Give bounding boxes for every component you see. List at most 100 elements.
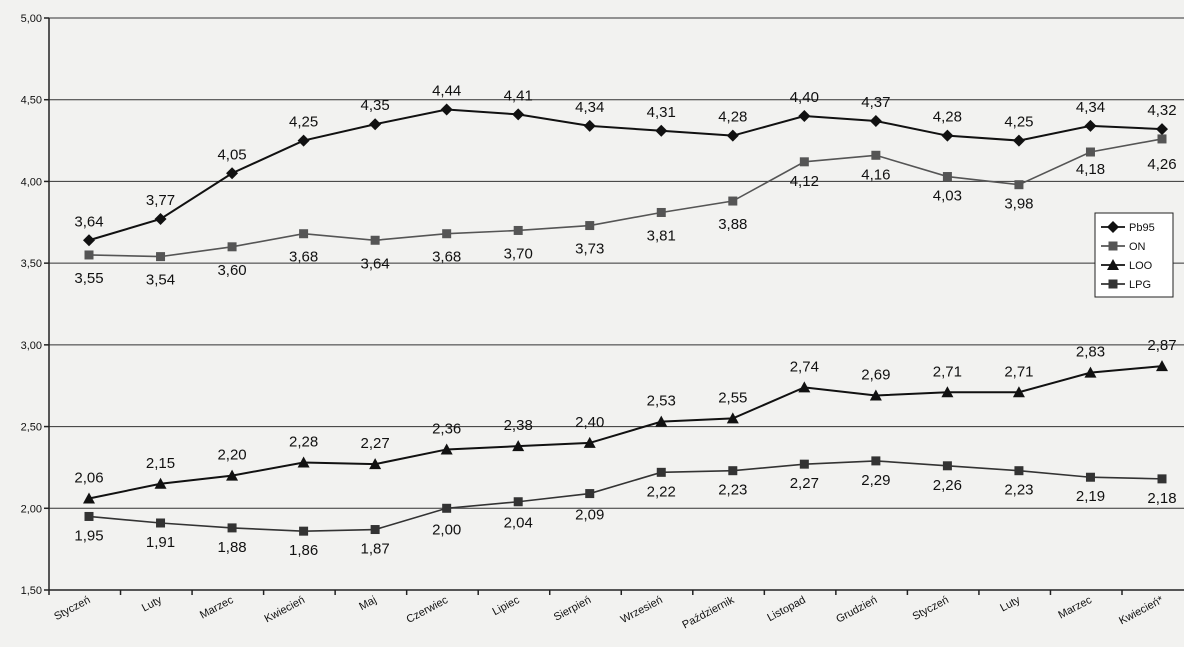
x-tick-label: Październik xyxy=(680,594,736,632)
legend: Pb95 ON LOO LPG xyxy=(1094,212,1174,298)
data-label: 2,23 xyxy=(1004,482,1033,499)
data-label: 2,26 xyxy=(933,477,962,494)
x-tick-label: Luty xyxy=(998,594,1022,615)
data-point xyxy=(227,242,237,252)
data-point xyxy=(583,436,596,448)
data-label: 4,03 xyxy=(933,188,962,205)
data-label: 3,68 xyxy=(432,249,461,266)
data-label: 2,71 xyxy=(933,363,962,380)
data-point xyxy=(941,129,954,142)
x-tick-label: Styczeń xyxy=(911,594,951,623)
data-point xyxy=(1085,472,1095,482)
x-tick-label: Kwiecień xyxy=(262,594,307,625)
data-point xyxy=(440,443,453,455)
data-point xyxy=(1085,147,1095,157)
grid-lines xyxy=(49,17,1184,591)
data-label: 3,77 xyxy=(146,192,175,209)
data-label: 4,28 xyxy=(933,109,962,126)
data-label: 4,05 xyxy=(217,146,246,163)
data-label: 3,68 xyxy=(289,249,318,266)
x-tick-labels: Styczeń Luty Marzec Kwiecień Maj Czerwiec Lipi… xyxy=(52,594,1166,632)
data-label: 4,34 xyxy=(1076,99,1105,116)
legend-marker xyxy=(1108,241,1118,251)
data-point xyxy=(1084,119,1097,132)
data-label: 4,31 xyxy=(647,104,676,121)
legend-marker xyxy=(1107,259,1119,270)
data-point xyxy=(1157,474,1167,484)
data-point xyxy=(83,234,95,247)
data-point xyxy=(1157,134,1167,144)
x-tick-label: Wrzesień xyxy=(619,594,665,626)
data-label: 3,64 xyxy=(361,255,390,272)
data-label: 3,81 xyxy=(647,227,676,244)
data-label: 3,98 xyxy=(1004,196,1033,213)
x-tick-label: Kwiecień* xyxy=(1117,594,1166,628)
data-point xyxy=(154,477,167,489)
data-point xyxy=(656,207,666,217)
data-point xyxy=(728,196,738,206)
data-point xyxy=(84,250,94,260)
data-label: 3,60 xyxy=(217,262,246,279)
data-label: 3,88 xyxy=(718,216,747,233)
data-point xyxy=(297,134,310,147)
data-point xyxy=(585,221,595,231)
data-label: 4,40 xyxy=(790,89,819,106)
data-label: 2,55 xyxy=(718,389,747,406)
data-label: 2,71 xyxy=(1004,363,1033,380)
data-point xyxy=(370,235,380,245)
data-label: 4,41 xyxy=(504,87,533,104)
data-point xyxy=(726,412,739,424)
legend-label-loo: LOO xyxy=(1129,260,1153,272)
data-label: 4,32 xyxy=(1147,102,1176,119)
data-labels: 3,64 3,77 4,05 4,25 4,35 4,44 4,41 4,34 4,31 4,28… xyxy=(74,83,1176,560)
data-point xyxy=(655,415,668,427)
series-lines xyxy=(83,103,1168,536)
data-point xyxy=(226,469,239,481)
data-label: 4,37 xyxy=(861,94,890,111)
data-label: 2,74 xyxy=(790,358,819,375)
x-tick-label: Grudzień xyxy=(834,594,879,626)
data-label: 2,27 xyxy=(790,475,819,492)
data-label: 2,53 xyxy=(647,393,676,410)
data-point xyxy=(440,103,453,116)
data-point xyxy=(154,213,167,226)
data-point xyxy=(226,167,239,180)
y-tick-label: 3,00 xyxy=(21,340,42,352)
y-tick-labels: 1,50 2,00 2,50 3,00 3,50 4,00 4,50 5,00 xyxy=(21,13,42,597)
data-label: 2,87 xyxy=(1147,337,1176,354)
y-tick-label: 2,50 xyxy=(21,422,42,434)
data-point xyxy=(942,461,952,471)
data-label: 4,16 xyxy=(861,166,890,183)
data-point xyxy=(369,118,382,131)
series-line-loo xyxy=(88,365,1163,500)
data-label: 2,36 xyxy=(432,420,461,437)
x-tick-label: Marzec xyxy=(198,594,236,622)
data-point xyxy=(513,225,523,235)
x-tick-label: Luty xyxy=(140,594,164,615)
legend-label-pb95: Pb95 xyxy=(1129,222,1155,234)
data-point xyxy=(156,518,166,528)
data-label: 2,19 xyxy=(1076,488,1105,505)
data-point xyxy=(156,252,166,262)
data-label: 4,25 xyxy=(1004,114,1033,131)
data-label: 2,27 xyxy=(361,435,390,452)
data-label: 2,18 xyxy=(1147,490,1176,507)
x-tick-label: Sierpień xyxy=(552,594,593,624)
data-label: 2,69 xyxy=(861,367,890,384)
data-point xyxy=(512,108,525,121)
data-point xyxy=(728,466,738,476)
data-label: 4,25 xyxy=(289,114,318,131)
data-point xyxy=(585,489,595,499)
data-point xyxy=(1156,123,1168,136)
data-label: 2,06 xyxy=(74,469,103,486)
x-tick-label: Lipiec xyxy=(491,594,522,618)
data-label: 4,12 xyxy=(790,173,819,190)
data-label: 2,20 xyxy=(217,447,246,464)
data-label: 1,95 xyxy=(74,527,103,544)
y-tick-label: 4,00 xyxy=(21,176,42,188)
data-label: 2,29 xyxy=(861,472,890,489)
data-point xyxy=(84,511,94,521)
data-point xyxy=(512,440,525,452)
x-tick-label: Listopad xyxy=(765,594,807,624)
